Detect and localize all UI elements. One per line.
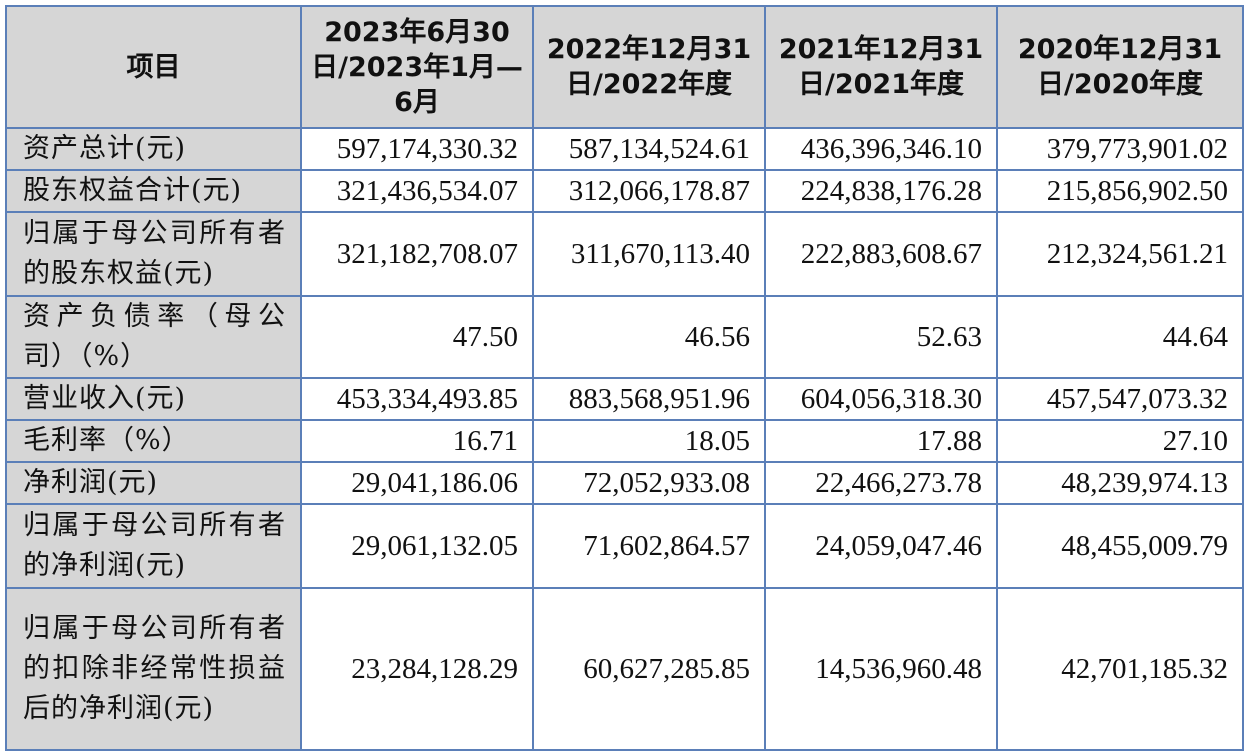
cell-value: 29,061,132.05: [300, 503, 534, 589]
cell-value: 60,627,285.85: [532, 587, 766, 751]
header-2022: 2022年12月31日/2022年度: [532, 5, 766, 129]
table-row: 股东权益合计(元) 321,436,534.07 312,066,178.87 …: [5, 169, 1244, 213]
cell-value: 311,670,113.40: [532, 211, 766, 297]
cell-value: 604,056,318.30: [764, 377, 998, 421]
row-label: 资产负债率（母公司）（%）: [5, 295, 302, 379]
cell-value: 23,284,128.29: [300, 587, 534, 751]
cell-value: 212,324,561.21: [996, 211, 1244, 297]
header-item: 项目: [5, 5, 302, 129]
cell-value: 17.88: [764, 419, 998, 463]
table-row: 营业收入(元) 453,334,493.85 883,568,951.96 60…: [5, 377, 1244, 421]
cell-value: 224,838,176.28: [764, 169, 998, 213]
row-label: 归属于母公司所有者的股东权益(元): [5, 211, 302, 297]
cell-value: 71,602,864.57: [532, 503, 766, 589]
cell-value: 587,134,524.61: [532, 127, 766, 171]
cell-value: 14,536,960.48: [764, 587, 998, 751]
row-label: 毛利率（%）: [5, 419, 302, 463]
cell-value: 18.05: [532, 419, 766, 463]
financial-summary-table: 项目 2023年6月30日/2023年1月—6月 2022年12月31日/202…: [5, 5, 1244, 751]
row-label: 归属于母公司所有者的扣除非经常性损益后的净利润(元): [5, 587, 302, 751]
cell-value: 222,883,608.67: [764, 211, 998, 297]
cell-value: 48,455,009.79: [996, 503, 1244, 589]
cell-value: 379,773,901.02: [996, 127, 1244, 171]
row-label: 净利润(元): [5, 461, 302, 505]
table-row: 资产负债率（母公司）（%） 47.50 46.56 52.63 44.64: [5, 295, 1244, 379]
cell-value: 47.50: [300, 295, 534, 379]
table-row: 归属于母公司所有者的股东权益(元) 321,182,708.07 311,670…: [5, 211, 1244, 297]
table-row: 毛利率（%） 16.71 18.05 17.88 27.10: [5, 419, 1244, 463]
cell-value: 46.56: [532, 295, 766, 379]
row-label: 归属于母公司所有者的净利润(元): [5, 503, 302, 589]
cell-value: 597,174,330.32: [300, 127, 534, 171]
cell-value: 16.71: [300, 419, 534, 463]
row-label: 营业收入(元): [5, 377, 302, 421]
cell-value: 24,059,047.46: [764, 503, 998, 589]
header-2020: 2020年12月31日/2020年度: [996, 5, 1244, 129]
cell-value: 27.10: [996, 419, 1244, 463]
table-row: 归属于母公司所有者的扣除非经常性损益后的净利润(元) 23,284,128.29…: [5, 587, 1244, 751]
cell-value: 321,182,708.07: [300, 211, 534, 297]
table-row: 归属于母公司所有者的净利润(元) 29,061,132.05 71,602,86…: [5, 503, 1244, 589]
table-row: 净利润(元) 29,041,186.06 72,052,933.08 22,46…: [5, 461, 1244, 505]
cell-value: 22,466,273.78: [764, 461, 998, 505]
cell-value: 215,856,902.50: [996, 169, 1244, 213]
header-row: 项目 2023年6月30日/2023年1月—6月 2022年12月31日/202…: [5, 5, 1244, 129]
row-label: 股东权益合计(元): [5, 169, 302, 213]
header-2021: 2021年12月31日/2021年度: [764, 5, 998, 129]
cell-value: 44.64: [996, 295, 1244, 379]
row-label: 资产总计(元): [5, 127, 302, 171]
cell-value: 883,568,951.96: [532, 377, 766, 421]
cell-value: 52.63: [764, 295, 998, 379]
cell-value: 312,066,178.87: [532, 169, 766, 213]
cell-value: 72,052,933.08: [532, 461, 766, 505]
cell-value: 29,041,186.06: [300, 461, 534, 505]
cell-value: 453,334,493.85: [300, 377, 534, 421]
cell-value: 48,239,974.13: [996, 461, 1244, 505]
cell-value: 321,436,534.07: [300, 169, 534, 213]
cell-value: 457,547,073.32: [996, 377, 1244, 421]
table-row: 资产总计(元) 597,174,330.32 587,134,524.61 43…: [5, 127, 1244, 171]
header-2023-h1: 2023年6月30日/2023年1月—6月: [300, 5, 534, 129]
cell-value: 436,396,346.10: [764, 127, 998, 171]
cell-value: 42,701,185.32: [996, 587, 1244, 751]
